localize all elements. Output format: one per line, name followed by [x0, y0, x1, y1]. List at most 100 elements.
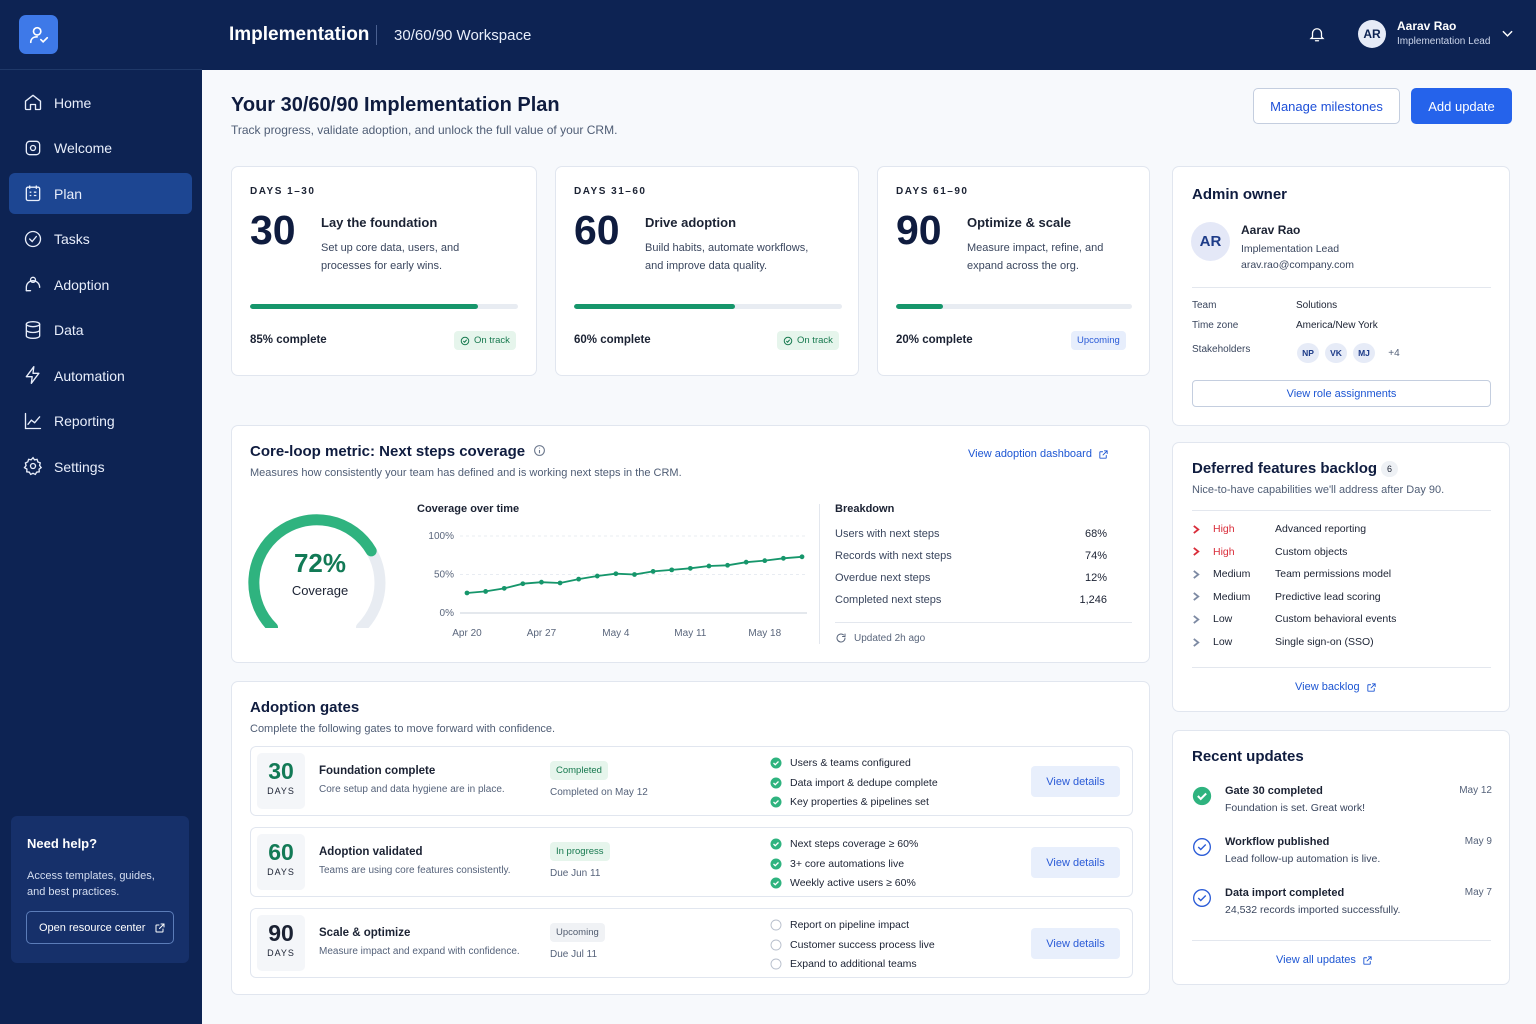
view-details-button[interactable]: View details — [1031, 847, 1120, 878]
breakdown-divider — [819, 504, 820, 644]
data-point — [780, 555, 786, 561]
backlog-item[interactable]: Low Single sign-on (SSO) — [1192, 635, 1482, 649]
view-role-assignments-button[interactable]: View role assignments — [1192, 380, 1491, 407]
refresh-icon[interactable] — [835, 632, 847, 644]
sidebar-item-welcome[interactable]: Welcome — [9, 128, 192, 169]
phase-number: 30 — [250, 207, 296, 253]
gate-checklist-item[interactable]: 3+ core automations live — [770, 858, 904, 870]
manage-milestones-button[interactable]: Manage milestones — [1253, 88, 1400, 124]
breakdown-label: Overdue next steps — [835, 572, 931, 584]
link-text: View adoption dashboard — [968, 448, 1092, 460]
gate-checklist-item[interactable]: Users & teams configured — [770, 757, 911, 769]
feature-name: Custom objects — [1275, 545, 1348, 558]
x-tick-label: Apr 20 — [452, 628, 482, 639]
stakeholder-avatar[interactable]: MJ — [1353, 343, 1375, 363]
check-circle-icon — [24, 230, 42, 247]
updates-title: Recent updates — [1192, 748, 1304, 765]
gate-checklist-item[interactable]: Key properties & pipelines set — [770, 796, 929, 808]
team-label: Team — [1192, 300, 1217, 311]
open-resource-center-button[interactable]: Open resource center — [26, 911, 174, 944]
view-all-updates-link[interactable]: View all updates — [1276, 954, 1373, 966]
sidebar-item-automation[interactable]: Automation — [9, 355, 192, 396]
stakeholder-avatar[interactable]: NP — [1297, 343, 1319, 363]
view-backlog-link[interactable]: View backlog — [1295, 681, 1377, 693]
metric-title-text: Core-loop metric: Next steps coverage — [250, 443, 526, 460]
update-date: May 7 — [1464, 887, 1492, 898]
timezone-value: America/New York — [1296, 320, 1378, 331]
info-icon[interactable] — [533, 444, 546, 457]
feature-name: Single sign-on (SSO) — [1275, 636, 1374, 648]
page-title: Your 30/60/90 Implementation Plan — [231, 94, 560, 116]
breakdown-value: 74% — [1084, 550, 1107, 562]
view-adoption-dashboard-link[interactable]: View adoption dashboard — [968, 448, 1109, 460]
gate-checklist-item[interactable]: Report on pipeline impact — [770, 919, 909, 931]
title-divider — [376, 25, 377, 45]
x-tick-label: May 11 — [674, 628, 706, 639]
phase-description: Measure impact, refine, and expand acros… — [967, 242, 1104, 272]
gate-checklist-item[interactable]: Expand to additional teams — [770, 958, 917, 970]
breakdown-title: Breakdown — [835, 503, 895, 515]
progress-label: 60% complete — [574, 334, 651, 346]
divider — [1192, 287, 1491, 288]
adoption-gates-card: Adoption gates Complete the following ga… — [231, 681, 1150, 995]
phase-card-90[interactable]: DAYS 61–90 90 Optimize & scale Measure i… — [877, 166, 1150, 376]
sidebar-item-plan[interactable]: Plan — [9, 173, 192, 214]
external-link-icon — [1363, 955, 1372, 965]
admin-email[interactable]: arav.rao@company.com — [1241, 259, 1354, 271]
phase-description: Set up core data, users, and processes f… — [321, 242, 460, 272]
bell-icon[interactable] — [1308, 24, 1326, 44]
feature-name: Advanced reporting — [1275, 523, 1367, 535]
y-tick-label: 50% — [434, 570, 454, 581]
data-point — [557, 580, 563, 586]
add-update-button[interactable]: Add update — [1411, 88, 1512, 124]
update-item[interactable]: Gate 30 completed Foundation is set. Gre… — [1192, 785, 1492, 821]
progress-label: 20% complete — [896, 334, 973, 346]
sidebar-item-tasks[interactable]: Tasks — [9, 219, 192, 260]
admin-name: Aarav Rao — [1241, 223, 1301, 237]
phase-label: DAYS 61–90 — [896, 186, 969, 197]
phase-card-30[interactable]: DAYS 1–30 30 Lay the foundation Set up c… — [231, 166, 537, 376]
gate-checklist-item[interactable]: Next steps coverage ≥ 60% — [770, 838, 918, 850]
update-item[interactable]: Workflow published Lead follow-up automa… — [1192, 836, 1492, 872]
user-avatar[interactable]: AR — [1358, 20, 1386, 48]
sidebar-item-adoption[interactable]: Adoption — [9, 264, 192, 305]
data-point — [539, 579, 544, 585]
gate-number: 90 — [268, 920, 294, 946]
phase-card-60[interactable]: DAYS 31–60 60 Drive adoption Build habit… — [555, 166, 859, 376]
sidebar-item-home[interactable]: Home — [9, 82, 192, 123]
priority-chevron-icon — [1193, 615, 1200, 624]
breakdown-row: Records with next steps 74% — [835, 550, 1107, 562]
chevron-down-icon[interactable] — [1502, 30, 1513, 38]
backlog-item[interactable]: Low Custom behavioral events — [1192, 612, 1482, 626]
app-logo-icon[interactable] — [19, 15, 58, 54]
workspace-name: 30/60/90 Workspace — [394, 27, 532, 44]
view-details-button[interactable]: View details — [1031, 766, 1120, 797]
gate-checklist-item[interactable]: Data import & dedupe complete — [770, 777, 938, 789]
gate-checklist-item[interactable]: Customer success process live — [770, 939, 935, 951]
gate-number: 30 — [268, 758, 294, 784]
sidebar-item-data[interactable]: Data — [9, 310, 192, 351]
check-filled-icon — [770, 838, 782, 850]
priority-chevron-icon — [1193, 569, 1200, 579]
empty-circle-icon — [770, 919, 782, 931]
view-details-button[interactable]: View details — [1031, 928, 1120, 959]
update-item[interactable]: Data import completed 24,532 records imp… — [1192, 887, 1492, 923]
backlog-item[interactable]: Medium Predictive lead scoring — [1192, 590, 1482, 604]
backlog-item[interactable]: Medium Team permissions model — [1192, 567, 1482, 581]
user-name[interactable]: Aarav Rao — [1397, 19, 1457, 33]
gate-checklist-item[interactable]: Weekly active users ≥ 60% — [770, 877, 916, 889]
backlog-item[interactable]: High Custom objects — [1192, 545, 1482, 559]
update-description: Lead follow-up automation is live. — [1225, 853, 1381, 865]
more-stakeholders[interactable]: +4 — [1388, 347, 1400, 359]
gate-days-label: DAYS — [267, 867, 295, 877]
lightning-icon — [25, 366, 40, 384]
sidebar-item-reporting[interactable]: Reporting — [9, 401, 192, 442]
check-outline-icon — [1193, 838, 1211, 856]
stakeholder-avatar[interactable]: VK — [1325, 343, 1347, 363]
app-title: Implementation — [229, 24, 370, 45]
sidebar-item-settings[interactable]: Settings — [9, 446, 192, 487]
empty-circle-icon — [770, 958, 782, 970]
gate-title: Adoption validated — [319, 846, 423, 858]
core-loop-metric-card: Core-loop metric: Next steps coverage Me… — [231, 425, 1150, 663]
backlog-item[interactable]: High Advanced reporting — [1192, 522, 1482, 536]
